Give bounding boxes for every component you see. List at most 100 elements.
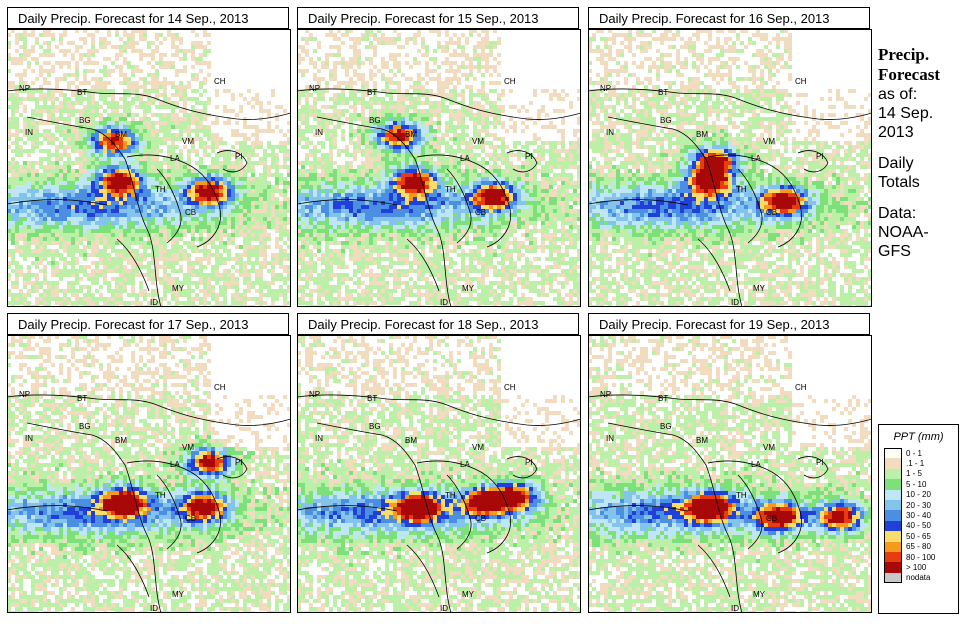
country-label: CH [795,383,807,392]
forecast-panel-sep15: Daily Precip. Forecast for 15 Sep., 2013… [297,7,581,307]
precip-grid [297,29,581,307]
legend-swatch [884,499,902,511]
country-label: CB [475,208,486,217]
country-label: BT [367,88,377,97]
precip-map: NP BT BG IN BM CH VM LA TH CB MY ID PI [588,29,872,307]
forecast-panel-sep14: Daily Precip. Forecast for 14 Sep., 2013… [7,7,291,307]
map-frame [588,335,872,613]
legend-swatch [884,531,902,542]
country-label: CB [185,514,196,523]
country-label: BM [405,130,417,139]
country-label: MY [753,590,766,599]
country-label: CB [766,514,777,523]
country-label: MY [462,590,475,599]
legend-item: .1 - 1 [879,458,958,469]
country-label: MY [462,284,475,293]
panel-title: Daily Precip. Forecast for 15 Sep., 2013 [297,7,579,29]
legend-label: 0 - 1 [906,449,922,458]
legend-swatch [884,572,902,584]
map-frame [588,29,872,307]
legend-label: > 100 [906,563,926,572]
precip-grid [588,335,872,613]
panel-title: Daily Precip. Forecast for 17 Sep., 2013 [7,313,289,335]
country-label: BG [369,422,381,431]
country-label: BM [115,436,127,445]
precip-grid [297,335,581,613]
country-label: PI [235,152,243,161]
country-label: IN [606,434,614,443]
country-label: VM [763,443,775,452]
country-label: MY [172,284,185,293]
country-label: IN [315,434,323,443]
country-label: NP [600,390,611,399]
country-label: BG [79,116,91,125]
forecast-panel-sep18: Daily Precip. Forecast for 18 Sep., 2013… [297,313,581,613]
precip-grid [588,29,872,307]
legend-item: 1 - 5 [879,468,958,480]
data-source: GFS [878,242,965,261]
forecast-panel-sep17: Daily Precip. Forecast for 17 Sep., 2013… [7,313,291,613]
precip-map: NP BT BG IN BM CH VM LA TH CB MY ID PI [297,29,581,307]
legend-swatch [884,489,902,500]
country-borders [7,88,291,307]
legend-label: .1 - 1 [906,459,924,468]
country-label: CB [766,208,777,217]
country-label: VM [182,443,194,452]
country-label: CH [504,383,516,392]
country-label: BT [658,88,668,97]
map-frame [7,335,291,613]
totals-label: Totals [878,173,965,192]
country-label: VM [472,137,484,146]
legend-label: 30 - 40 [906,511,931,520]
country-label: MY [753,284,766,293]
country-label: NP [600,84,611,93]
country-label: IN [25,434,33,443]
precip-map: NP BT BG IN BM CH VM LA TH CB MY ID PI [297,335,581,613]
map-frame [297,335,581,613]
country-label: NP [309,390,320,399]
precip-map: NP BT BG IN BM CH VM LA TH CB MY ID PI [7,29,291,307]
panel-title: Daily Precip. Forecast for 18 Sep., 2013 [297,313,579,335]
country-label: IN [25,128,33,137]
country-label: LA [751,460,761,469]
legend-label: 20 - 30 [906,501,931,510]
country-label: ID [150,604,158,613]
panel-title: Daily Precip. Forecast for 14 Sep., 2013 [7,7,289,29]
legend-item: 40 - 50 [879,520,958,532]
country-label: TH [736,491,747,500]
country-label: BG [660,116,672,125]
panel-title: Daily Precip. Forecast for 19 Sep., 2013 [588,313,870,335]
country-label: CH [214,77,226,86]
panel-title: Daily Precip. Forecast for 16 Sep., 2013 [588,7,870,29]
country-label: BM [696,130,708,139]
country-label: BM [115,130,127,139]
country-label: LA [751,154,761,163]
country-label: CH [795,77,807,86]
country-label: BT [77,394,87,403]
asof-date: 14 Sep. [878,104,965,123]
country-borders [588,88,872,307]
legend-swatch [884,551,902,563]
country-label: TH [445,491,456,500]
legend-item: > 100 [879,562,958,573]
country-label: CH [504,77,516,86]
country-label: LA [170,460,180,469]
country-label: VM [472,443,484,452]
country-label: ID [731,604,739,613]
country-label: TH [155,491,166,500]
country-label: PI [525,152,533,161]
legend-swatch [884,562,902,573]
country-borders [297,88,581,307]
legend-item: 5 - 10 [879,479,958,490]
legend-label: 80 - 100 [906,553,935,562]
country-borders [7,394,291,613]
precip-map: NP BT BG IN BM CH VM LA TH CB MY ID PI [588,335,872,613]
country-label: ID [731,298,739,307]
country-label: TH [736,185,747,194]
country-label: PI [235,458,243,467]
